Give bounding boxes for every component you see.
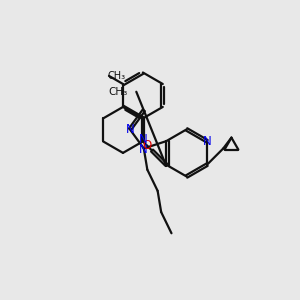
Text: CH₃: CH₃ (107, 71, 126, 81)
Text: N: N (126, 123, 134, 136)
Text: O: O (142, 139, 152, 152)
Text: N: N (202, 135, 211, 148)
Text: N: N (139, 142, 148, 155)
Text: CH₃: CH₃ (109, 87, 128, 97)
Text: N: N (139, 133, 147, 146)
